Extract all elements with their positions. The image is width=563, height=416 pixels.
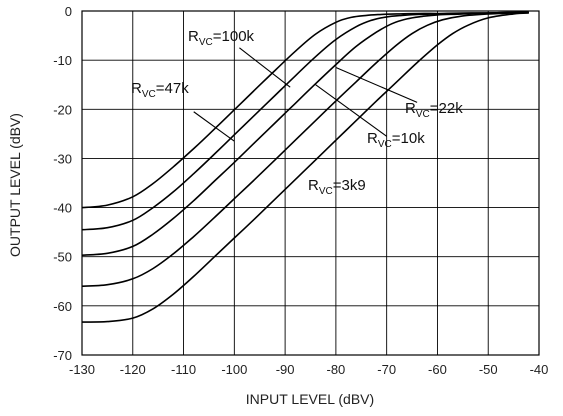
series-label-rvc-100k: RVC=100k <box>188 28 255 48</box>
x-tick-label: -80 <box>326 362 345 377</box>
x-tick-label: -120 <box>120 362 146 377</box>
label-leader-line <box>315 84 387 137</box>
y-tick-label: -30 <box>53 151 72 166</box>
x-tick-label: -40 <box>530 362 549 377</box>
series-line-4 <box>81 12 529 323</box>
y-axis-label: OUTPUT LEVEL (dBV) <box>7 113 23 257</box>
series-label-rvc-3k9: RVC=3k9 <box>308 177 366 197</box>
y-tick-label: -70 <box>53 348 72 363</box>
x-tick-label: -70 <box>377 362 396 377</box>
x-tick-label: -110 <box>171 362 196 377</box>
x-axis-label: INPUT LEVEL (dBV) <box>246 391 374 407</box>
x-tick-label: -100 <box>221 362 247 377</box>
y-tick-label: -10 <box>53 53 72 68</box>
x-tick-label: -60 <box>428 362 447 377</box>
label-leader-line <box>335 67 418 103</box>
y-tick-label: -40 <box>53 201 72 216</box>
x-tick-label: -50 <box>479 362 498 377</box>
series-label-rvc-10k: RVC=10k <box>367 130 425 150</box>
y-tick-label: 0 <box>65 4 72 19</box>
label-leader-line <box>193 111 235 142</box>
grid <box>82 11 539 355</box>
series-line-1 <box>81 11 529 231</box>
y-tick-label: -50 <box>53 250 72 265</box>
series-line-2 <box>81 11 529 256</box>
x-tick-label: -130 <box>69 362 95 377</box>
tick-labels: -130 -120 -110 -100 -90 -80 -70 -60 -50 -40 0 -10 -2… <box>53 4 548 377</box>
series-label-rvc-22k: RVC=22k <box>405 100 463 120</box>
y-tick-label: -20 <box>53 102 72 117</box>
curves <box>81 11 529 323</box>
series-label-rvc-47k: RVC=47k <box>131 80 189 100</box>
plot-frame <box>81 10 540 356</box>
y-tick-label: -60 <box>53 299 72 314</box>
x-tick-label: -90 <box>276 362 295 377</box>
label-leaders <box>193 47 418 142</box>
series-line-3 <box>81 11 529 287</box>
label-leader-line <box>239 47 291 88</box>
